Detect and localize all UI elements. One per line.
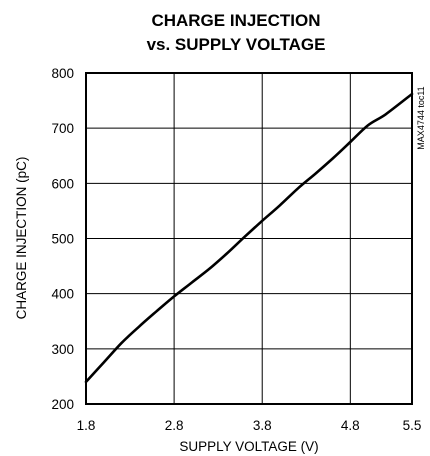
x-tick-label: 2.8 xyxy=(165,418,184,433)
grid xyxy=(86,73,412,404)
part-code-label: MAX4744 toc11 xyxy=(416,86,426,149)
y-tick-labels: 200 300 400 500 600 700 800 xyxy=(51,66,74,412)
plot-frame xyxy=(85,72,413,405)
x-tick-label: 4.8 xyxy=(341,418,360,433)
y-tick-label: 400 xyxy=(51,287,74,302)
y-tick-label: 500 xyxy=(51,232,74,247)
y-tick-label: 200 xyxy=(51,397,74,412)
y-tick-label: 300 xyxy=(51,342,74,357)
x-tick-labels: 1.8 2.8 3.8 4.8 5.5 xyxy=(77,418,422,433)
series-group xyxy=(84,92,414,384)
x-tick-label: 3.8 xyxy=(253,418,272,433)
series-line xyxy=(84,92,414,384)
y-tick-label: 700 xyxy=(51,121,74,136)
x-tick-label: 5.5 xyxy=(403,418,422,433)
y-axis-label: CHARGE INJECTION (pC) xyxy=(14,157,29,320)
x-tick-label: 1.8 xyxy=(77,418,96,433)
y-tick-label: 600 xyxy=(51,176,74,191)
chart-title-line2: vs. SUPPLY VOLTAGE xyxy=(147,35,326,54)
chart-title-line1: CHARGE INJECTION xyxy=(151,11,320,30)
y-tick-label: 800 xyxy=(51,66,74,81)
x-axis-label: SUPPLY VOLTAGE (V) xyxy=(179,439,318,454)
